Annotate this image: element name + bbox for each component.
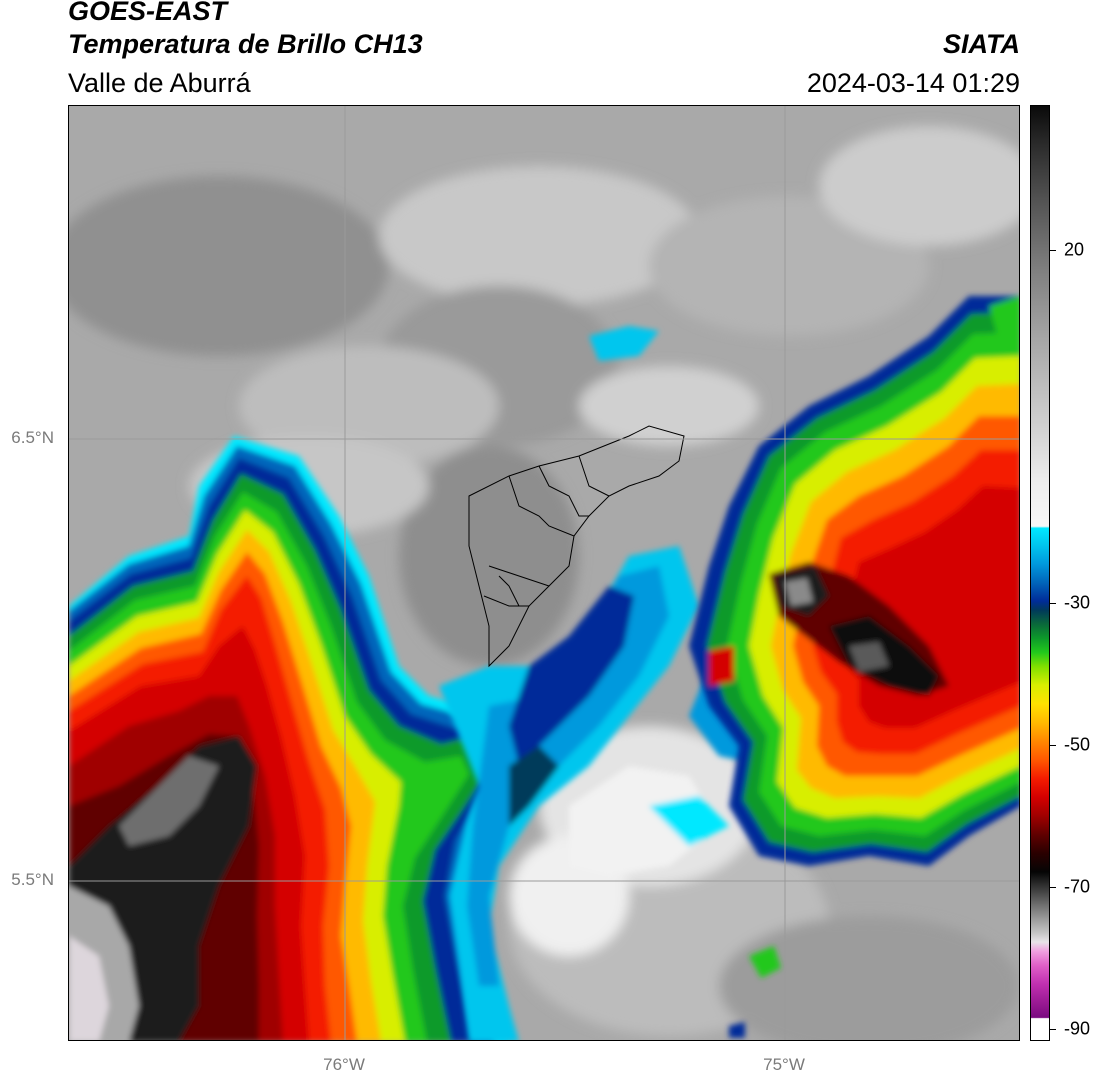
lat-label-6-5: 6.5°N (11, 428, 54, 447)
map-canvas (69, 106, 1019, 1040)
west-storm (69, 436, 539, 1040)
temperature-colorbar (1030, 105, 1050, 1041)
colorbar-label-minus-70: -70 (1064, 876, 1091, 897)
colorbar-tick (1050, 250, 1056, 251)
brightness-temperature-map[interactable] (68, 105, 1020, 1041)
satellite-name: GOES-EAST (68, 0, 228, 26)
organization-name: SIATA (943, 29, 1020, 59)
colorbar-tick (1050, 1029, 1056, 1030)
colorbar-tick (1050, 745, 1056, 746)
gridlines (69, 106, 1019, 1040)
municipality-boundaries (468, 425, 685, 668)
lat-label-5-5: 5.5°N (11, 870, 54, 889)
product-title: Temperatura de Brillo CH13 (68, 29, 423, 59)
timestamp: 2024-03-14 01:29 (806, 68, 1020, 98)
colorbar-label-minus-30: -30 (1064, 592, 1091, 613)
colorbar-label-minus-50: -50 (1064, 734, 1091, 755)
colorbar-tick (1050, 603, 1056, 604)
colorbar-label-minus-90: -90 (1064, 1018, 1091, 1039)
lon-label-76: 76°W (323, 1055, 365, 1074)
region-name: Valle de Aburrá (68, 68, 251, 98)
colorbar-tick (1050, 887, 1056, 888)
lon-label-75: 75°W (763, 1055, 805, 1074)
colorbar-label-20: 20 (1064, 239, 1085, 260)
